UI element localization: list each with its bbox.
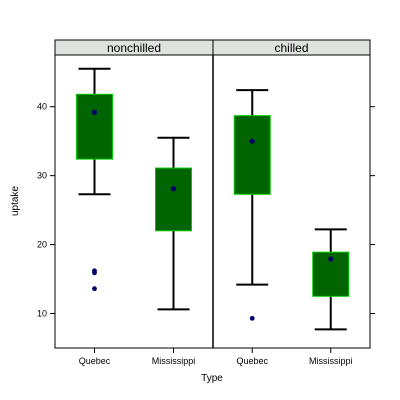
median-dot-nonchilled-mississippi [171, 186, 176, 191]
y-tick-label-40: 40 [37, 102, 47, 112]
y-axis-title: uptake [10, 186, 21, 216]
outlier-point-nonchilled-quebec-1 [92, 270, 97, 275]
box-nonchilled-quebec [77, 94, 113, 159]
median-dot-chilled-quebec [250, 139, 255, 144]
y-tick-label-30: 30 [37, 171, 47, 181]
x-axis-title: Type [201, 373, 223, 384]
x-tick-label-nonchilled-quebec: Quebec [79, 356, 111, 366]
y-tick-label-10: 10 [37, 309, 47, 319]
strip-label-chilled: chilled [274, 41, 308, 55]
box-nonchilled-mississippi [156, 168, 192, 231]
median-dot-chilled-mississippi [328, 256, 333, 261]
outlier-point-chilled-quebec-0 [250, 316, 255, 321]
box-chilled-quebec [234, 116, 270, 195]
y-tick-label-20: 20 [37, 240, 47, 250]
outlier-point-nonchilled-quebec-2 [92, 286, 97, 291]
x-tick-label-chilled-quebec: Quebec [236, 356, 268, 366]
median-dot-nonchilled-quebec [92, 110, 97, 115]
panel-chilled-frame [213, 55, 370, 348]
x-tick-label-nonchilled-mississippi: Mississippi [152, 356, 196, 366]
strip-label-nonchilled: nonchilled [107, 41, 161, 55]
x-tick-label-chilled-mississippi: Mississippi [309, 356, 353, 366]
